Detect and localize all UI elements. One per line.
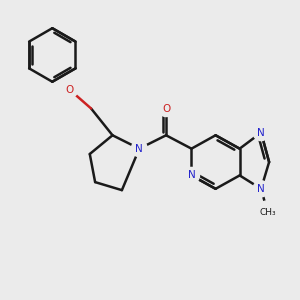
Text: O: O <box>162 103 170 113</box>
Text: N: N <box>135 144 143 154</box>
Circle shape <box>253 124 269 141</box>
Circle shape <box>158 100 174 116</box>
Circle shape <box>253 181 269 197</box>
Text: N: N <box>188 170 195 180</box>
Text: CH₃: CH₃ <box>260 208 276 217</box>
Circle shape <box>62 82 78 98</box>
Circle shape <box>184 167 200 184</box>
Circle shape <box>256 201 280 225</box>
Text: O: O <box>66 85 74 95</box>
Circle shape <box>131 141 147 157</box>
Text: N: N <box>257 128 265 138</box>
Text: N: N <box>257 184 265 194</box>
